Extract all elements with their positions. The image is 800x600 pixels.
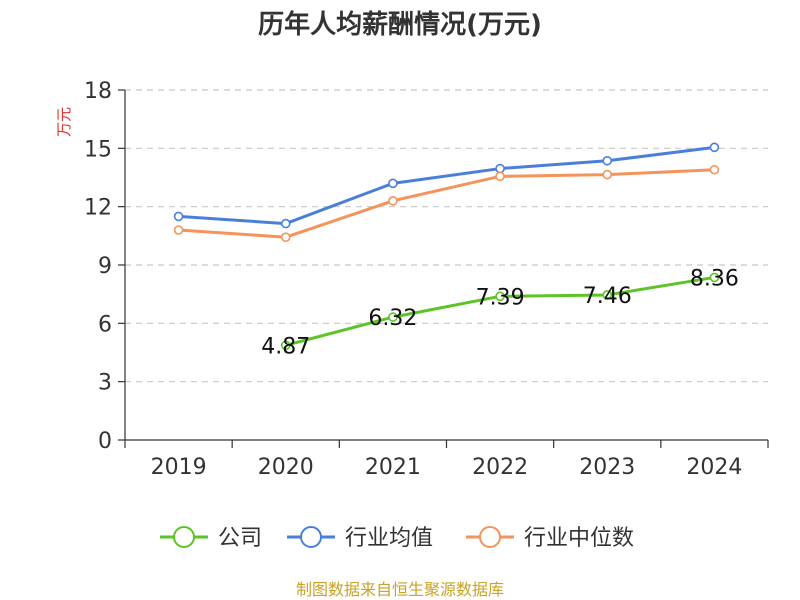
legend: 公司 行业均值 行业中位数 [160,526,634,551]
x-tick-label: 2022 [472,455,528,480]
legend-swatch-marker [479,526,501,548]
y-tick-label: 12 [84,196,112,221]
data-label: 4.87 [261,334,310,359]
x-tick-label: 2020 [258,455,314,480]
data-point [280,218,291,229]
legend-label: 行业中位数 [524,526,634,551]
y-tick-label: 15 [84,137,112,162]
y-tick-label: 18 [84,79,112,104]
data-point [388,312,398,322]
data-point [388,178,398,189]
data-point [709,164,720,175]
x-tick-label: 2021 [365,455,421,480]
legend-item-2[interactable]: 行业中位数 [466,526,634,551]
data-point [495,163,505,174]
data-point [173,211,184,222]
series-line-2 [178,168,715,239]
y-tick-label: 3 [98,371,112,396]
data-point [388,196,398,206]
data-point [709,272,720,283]
data-label: 6.32 [368,306,417,331]
legend-swatch-marker [173,526,195,548]
data-label: 7.46 [583,284,632,309]
x-tick-label: 2024 [686,455,742,480]
y-axis-label: 万元 [55,107,73,137]
data-point [602,169,613,180]
series-layer [173,142,720,351]
axes: 0 3 6 9 12 15 18 2019 2020 2021 2022 2023 2024 [84,79,769,480]
y-tick-label: 6 [98,312,112,337]
data-labels: 4.87 6.32 7.39 7.46 8.36 [261,266,739,359]
series-line-1 [178,145,715,226]
data-label: 7.39 [476,285,525,310]
legend-swatch-marker [300,526,322,548]
data-point [280,340,291,351]
data-label: 8.36 [690,266,739,291]
y-tick-label: 0 [98,429,112,454]
chart-title: 历年人均薪酬情况(万元) [258,9,542,40]
x-tick-label: 2019 [151,455,207,480]
grid-lines [125,89,768,383]
data-point [280,232,291,242]
legend-item-0[interactable]: 公司 [160,526,262,551]
data-point [495,171,505,182]
data-point [709,142,720,153]
data-point [602,290,613,300]
data-point [495,291,505,302]
x-tick-label: 2023 [579,455,635,480]
source-note: 制图数据来自恒生聚源数据库 [296,580,504,599]
y-tick-label: 9 [98,254,112,279]
data-point [602,155,613,166]
legend-item-1[interactable]: 行业均值 [287,526,433,551]
legend-label: 公司 [218,526,262,551]
legend-label: 行业均值 [345,526,433,551]
data-point [173,225,184,235]
